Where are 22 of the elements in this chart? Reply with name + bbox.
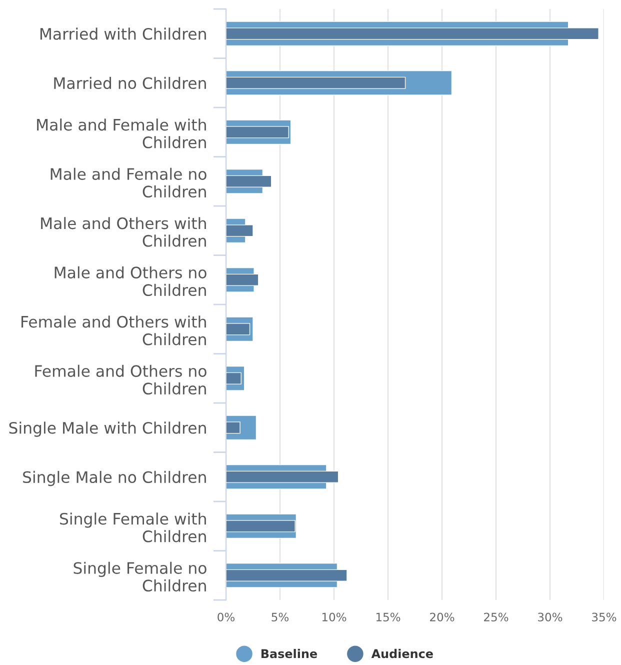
y-tick-label: Single Female with Children	[60, 512, 206, 542]
legend-label: Audience	[371, 648, 433, 658]
x-tick-label: 10%	[322, 612, 346, 622]
y-tick-label: Male and Female with Children	[37, 118, 206, 148]
y-tick-label: Single Female no Children	[74, 562, 206, 592]
y-tick-label: Married no Children	[54, 76, 206, 90]
x-tick-label: 0%	[218, 612, 235, 622]
x-tick-label: 5%	[272, 612, 289, 622]
x-tick-label: 15%	[376, 612, 400, 622]
y-tick-label: Male and Others no Children	[54, 266, 206, 296]
y-tick-label: Female and Others no Children	[35, 364, 206, 395]
y-tick-label: Male and Others with Children	[41, 217, 206, 247]
x-tick-label: 35%	[592, 612, 616, 622]
y-tick-label: Single Male with Children	[9, 422, 206, 437]
x-tick-label: 20%	[430, 612, 454, 622]
y-tick-label: Male and Female no Children	[50, 168, 206, 198]
y-tick-label: Single Male no Children	[23, 470, 206, 486]
legend-label: Baseline	[261, 648, 317, 658]
x-tick-label: 25%	[484, 612, 508, 622]
y-tick-label: Married with Children	[40, 28, 206, 40]
x-tick-label: 30%	[538, 612, 562, 622]
y-tick-label: Female and Others with Children	[22, 316, 206, 346]
